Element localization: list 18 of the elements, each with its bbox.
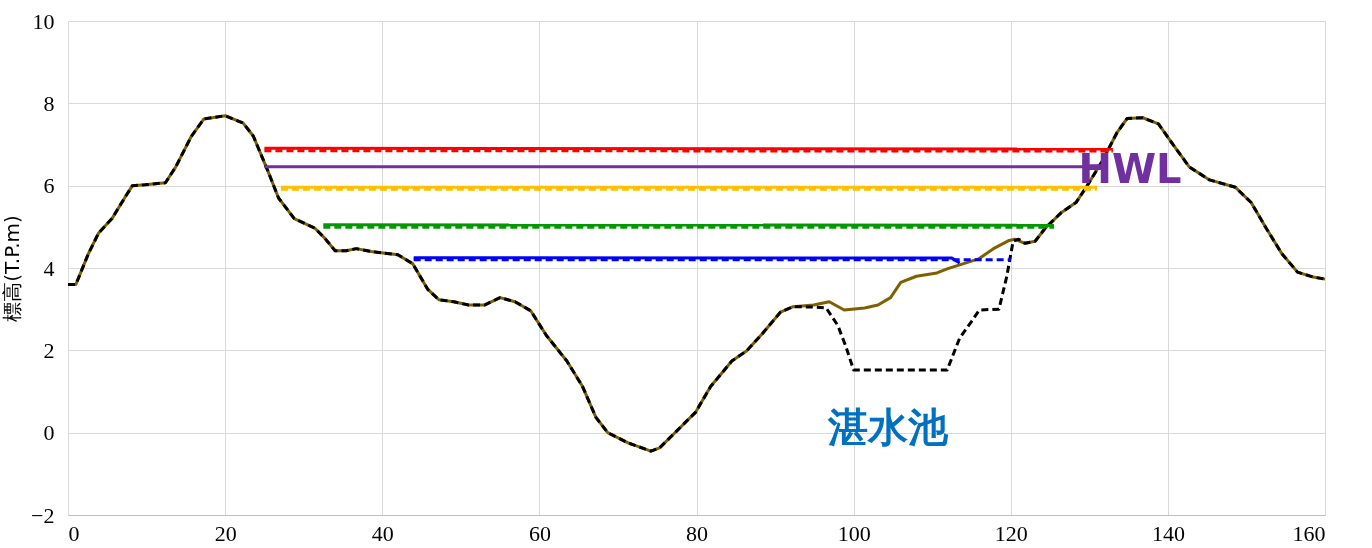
x-tick-label: 100 bbox=[837, 520, 871, 546]
y-tick-label: 10 bbox=[32, 8, 55, 34]
x-tick-label: 140 bbox=[1151, 520, 1185, 546]
y-tick-label: 4 bbox=[43, 255, 55, 281]
y-tick-label: 8 bbox=[43, 90, 55, 116]
x-tick-label: 60 bbox=[528, 520, 551, 546]
x-tick-label: 20 bbox=[214, 520, 237, 546]
x-tick-label: 40 bbox=[371, 520, 394, 546]
y-tick-label: 2 bbox=[43, 337, 55, 363]
x-tick-label: 120 bbox=[994, 520, 1028, 546]
y-tick-label: 6 bbox=[43, 173, 55, 199]
y-tick-label: −2 bbox=[31, 502, 55, 528]
y-axis-title: 標高(T.P.m) bbox=[0, 215, 25, 322]
annotation: 湛水池 bbox=[827, 404, 949, 450]
y-tick-label: 0 bbox=[43, 420, 55, 446]
x-tick-label: 160 bbox=[1292, 520, 1326, 546]
x-tick-label: 80 bbox=[686, 520, 708, 546]
x-tick-label: 0 bbox=[68, 520, 80, 546]
